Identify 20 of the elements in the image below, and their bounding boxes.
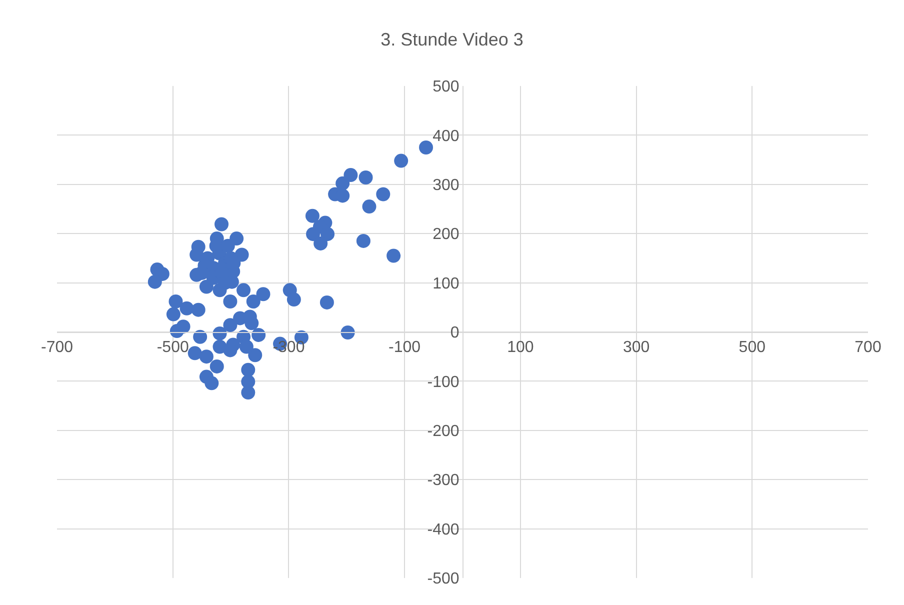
y-tick-label: -100 [427,374,460,391]
x-tick-label: -700 [40,339,74,356]
x-tick-label: 500 [738,339,766,356]
y-tick-label: 0 [450,324,460,342]
y-tick-label: 100 [432,275,460,292]
x-tick-label: -100 [388,339,421,356]
y-tick-label: 200 [432,226,460,244]
x-tick-label: 100 [507,339,534,356]
y-tick-label: 400 [432,128,460,145]
y-tick-label: -400 [427,521,460,538]
x-tick-label: -300 [272,339,305,356]
chart-title: 3. Stunde Video 3 [380,30,524,50]
y-tick-label: -200 [427,423,460,440]
y-tick-label: 300 [432,177,460,194]
x-tick-label: -500 [156,339,189,356]
x-tick-label: 700 [854,339,882,356]
y-tick-label: -300 [427,472,460,490]
y-tick-label: -500 [427,570,460,588]
y-tick-label: 500 [432,78,460,96]
x-tick-label: 300 [622,339,650,356]
